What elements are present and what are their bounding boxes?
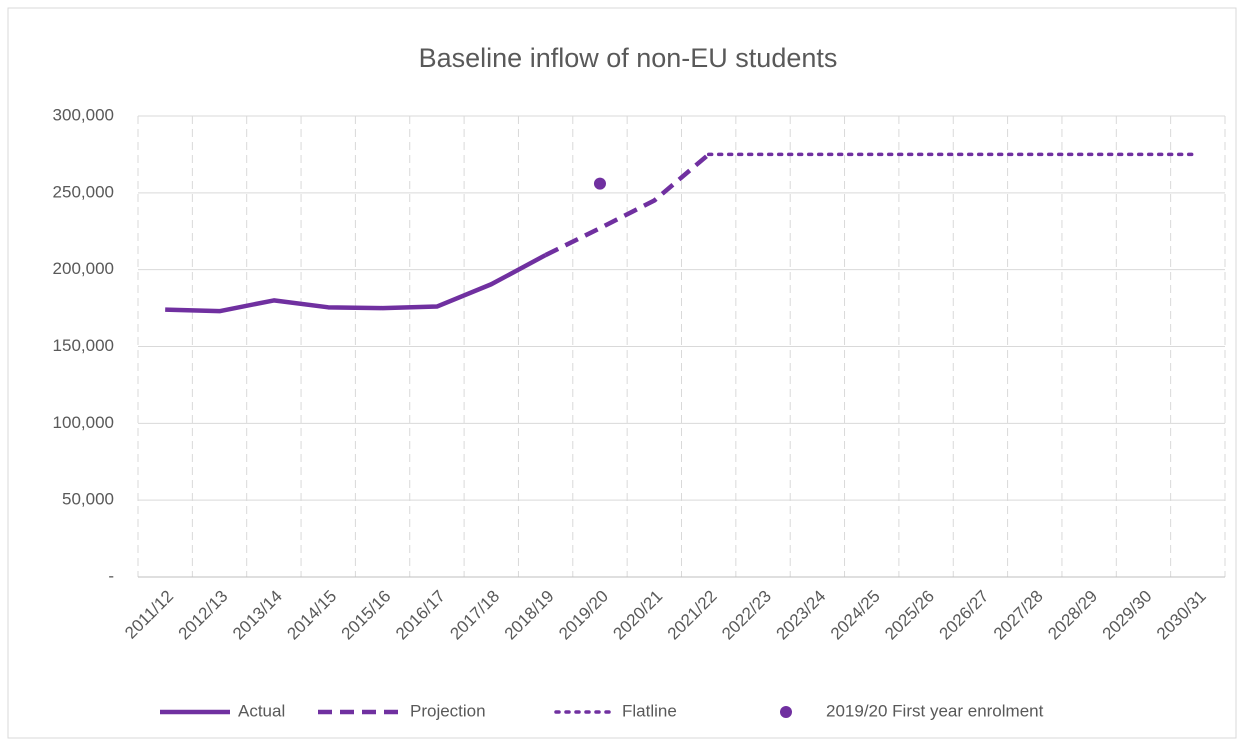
legend-label: 2019/20 First year enrolment xyxy=(826,701,1044,720)
chart-title: Baseline inflow of non-EU students xyxy=(419,43,838,73)
y-tick-label: 150,000 xyxy=(53,336,114,355)
y-tick-label: 200,000 xyxy=(53,259,114,278)
legend-label: Flatline xyxy=(622,701,677,720)
chart-border xyxy=(7,7,1237,739)
y-tick-label: - xyxy=(108,566,114,585)
y-tick-label: 50,000 xyxy=(62,490,114,509)
legend-marker xyxy=(780,706,792,718)
legend-label: Projection xyxy=(410,701,486,720)
legend-label: Actual xyxy=(238,701,285,720)
series-line xyxy=(544,152,711,258)
y-tick-label: 250,000 xyxy=(53,182,114,201)
y-tick-label: 300,000 xyxy=(53,105,114,124)
y-tick-label: 100,000 xyxy=(53,413,114,432)
marker xyxy=(593,177,606,190)
series-line xyxy=(165,253,547,314)
